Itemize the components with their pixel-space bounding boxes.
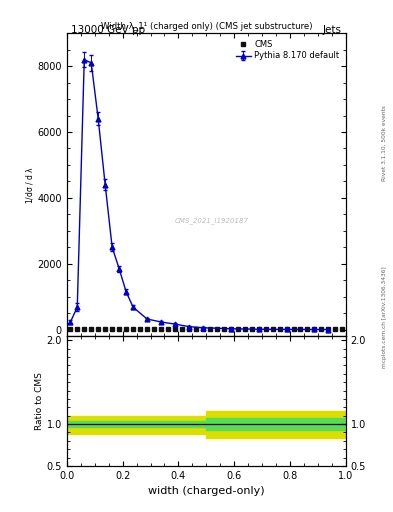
CMS	[138, 326, 142, 332]
CMS	[270, 326, 275, 332]
Text: Jets: Jets	[323, 25, 342, 35]
CMS	[221, 326, 226, 332]
CMS	[131, 326, 136, 332]
CMS	[124, 326, 129, 332]
CMS	[242, 326, 247, 332]
Text: Rivet 3.1.10, 500k events: Rivet 3.1.10, 500k events	[382, 105, 387, 181]
Text: CMS_2021_I1920187: CMS_2021_I1920187	[175, 218, 249, 224]
CMS	[263, 326, 268, 332]
CMS	[187, 326, 191, 332]
CMS	[68, 326, 73, 332]
CMS	[110, 326, 114, 332]
CMS	[173, 326, 177, 332]
Y-axis label: Ratio to CMS: Ratio to CMS	[35, 372, 44, 430]
CMS	[215, 326, 219, 332]
CMS	[96, 326, 101, 332]
CMS	[340, 326, 345, 332]
CMS	[326, 326, 331, 332]
CMS	[305, 326, 310, 332]
Text: mcplots.cern.ch [arXiv:1306.3436]: mcplots.cern.ch [arXiv:1306.3436]	[382, 267, 387, 368]
Text: 13000 GeV pp: 13000 GeV pp	[71, 25, 145, 35]
CMS	[208, 326, 212, 332]
CMS	[82, 326, 86, 332]
CMS	[159, 326, 163, 332]
CMS	[103, 326, 108, 332]
CMS	[193, 326, 198, 332]
CMS	[291, 326, 296, 332]
CMS	[312, 326, 317, 332]
CMS	[228, 326, 233, 332]
CMS	[165, 326, 170, 332]
CMS	[117, 326, 121, 332]
CMS	[89, 326, 94, 332]
CMS	[200, 326, 205, 332]
CMS	[180, 326, 184, 332]
CMS	[152, 326, 156, 332]
CMS	[298, 326, 303, 332]
CMS	[256, 326, 261, 332]
Y-axis label: $\mathregular{1 / \mathrm{d}\sigma\ /\ \mathrm{d}\ \lambda}$: $\mathregular{1 / \mathrm{d}\sigma\ /\ \…	[24, 165, 35, 204]
CMS	[333, 326, 338, 332]
Legend: CMS, Pythia 8.170 default: CMS, Pythia 8.170 default	[233, 37, 342, 63]
CMS	[284, 326, 289, 332]
CMS	[277, 326, 282, 332]
CMS	[235, 326, 240, 332]
Title: Width λ_1¹ (charged only) (CMS jet substructure): Width λ_1¹ (charged only) (CMS jet subst…	[101, 22, 312, 31]
CMS	[249, 326, 254, 332]
X-axis label: width (charged-only): width (charged-only)	[148, 486, 264, 496]
CMS	[319, 326, 324, 332]
CMS	[75, 326, 80, 332]
Line: CMS: CMS	[68, 327, 344, 332]
CMS	[145, 326, 149, 332]
